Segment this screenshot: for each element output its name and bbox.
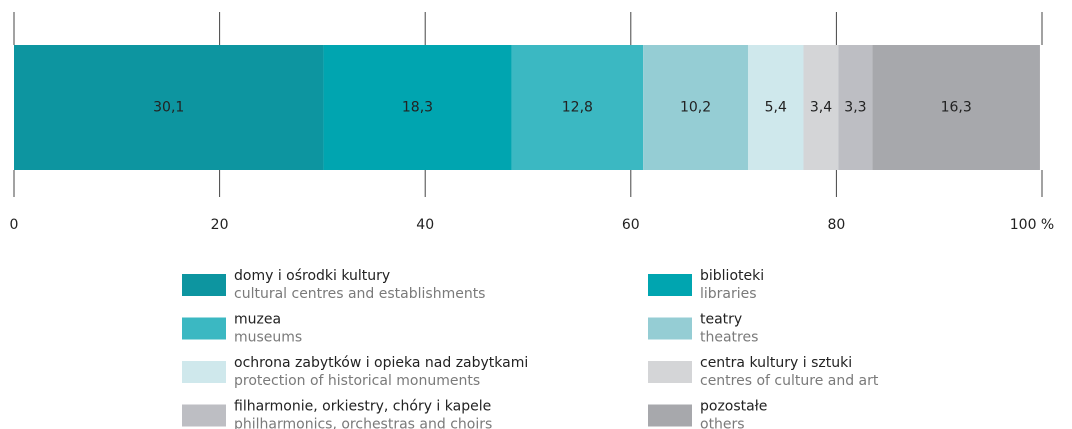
legend-label: centra kultury i sztuki xyxy=(700,355,852,371)
legend-label: filharmonie, orkiestry, chóry i kapele xyxy=(234,399,491,415)
legend-label-en: centres of culture and art xyxy=(700,373,879,389)
bar-segment xyxy=(511,45,644,170)
bar-segment xyxy=(838,45,873,170)
legend-swatch xyxy=(182,317,226,340)
value-label: 10,2 xyxy=(680,100,711,116)
bar-segment xyxy=(803,45,839,170)
x-tick-label: 40 xyxy=(416,217,434,233)
legend-label-en: cultural centres and establishments xyxy=(234,286,485,302)
legend-swatch xyxy=(648,404,692,427)
bar-segment xyxy=(872,45,1040,170)
bar-segment xyxy=(323,45,512,170)
legend-swatch xyxy=(648,274,692,296)
legend-swatch xyxy=(648,361,692,383)
legend-label: pozostałe xyxy=(700,399,767,415)
x-tick-label: 100 % xyxy=(1010,217,1054,233)
legend-label-en: protection of historical monuments xyxy=(234,373,480,389)
value-label: 18,3 xyxy=(402,100,433,116)
x-tick-label: 80 xyxy=(827,217,845,233)
legend-label-en: philharmonics, orchestras and choirs xyxy=(234,417,492,429)
value-label: 5,4 xyxy=(765,100,787,116)
legend-swatch xyxy=(648,317,692,340)
legend-label: muzea xyxy=(234,312,281,328)
value-label: 3,4 xyxy=(810,100,832,116)
legend-label-en: museums xyxy=(234,330,302,346)
legend-label: domy i ośrodki kultury xyxy=(234,268,390,284)
value-label: 3,3 xyxy=(844,100,866,116)
bar-segment xyxy=(14,45,324,170)
value-label: 12,8 xyxy=(562,100,593,116)
legend-label-en: others xyxy=(700,417,745,429)
legend-swatch xyxy=(182,274,226,296)
bar-segment xyxy=(747,45,804,170)
x-tick-label: 60 xyxy=(622,217,640,233)
x-tick-label: 0 xyxy=(10,217,19,233)
legend-swatch xyxy=(182,361,226,383)
legend-label: ochrona zabytków i opieka nad zabytkami xyxy=(234,355,528,371)
legend-swatch xyxy=(182,404,226,427)
legend-label-en: libraries xyxy=(700,286,757,302)
value-label: 30,1 xyxy=(153,100,184,116)
legend-label-en: theatres xyxy=(700,330,758,346)
legend-label: biblioteki xyxy=(700,268,764,284)
bar-segment xyxy=(643,45,748,170)
x-tick-label: 20 xyxy=(211,217,229,233)
value-label: 16,3 xyxy=(941,100,972,116)
legend-label: teatry xyxy=(700,312,742,328)
